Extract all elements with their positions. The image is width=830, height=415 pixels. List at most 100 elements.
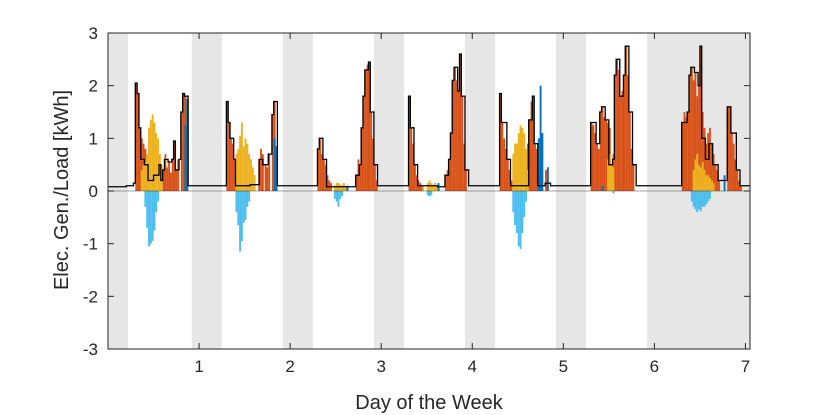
x-tick-label: 1 [194,357,203,376]
battery-discharge-bar [694,191,697,210]
load-grid--bar [699,46,702,191]
load-grid--bar [415,175,418,191]
load-grid--bar [685,117,688,191]
battery-discharge-bar [248,191,251,202]
load-grid--bar [617,69,620,191]
solar-generation-bar [705,175,708,191]
battery-discharge-bar [696,191,699,213]
battery-charge-bar [275,146,278,191]
solar-generation-bar [696,154,699,191]
x-tick-label: 4 [468,357,477,376]
load-grid--bar [703,127,706,191]
battery-charge-bar [546,167,549,191]
solar-generation-bar [701,162,704,191]
load-grid--bar [166,167,169,191]
load-grid--bar [508,169,511,191]
battery-discharge-bar [237,191,240,226]
load-grid--bar [373,164,376,191]
solar-generation-bar [253,175,256,191]
load-grid--bar [322,159,325,191]
load-grid--bar [605,119,608,191]
load-grid--bar [505,148,507,191]
load-grid--bar [231,143,234,191]
load-grid--bar [321,154,323,191]
y-axis-title: Elec. Gen./Load [kWh] [51,90,73,290]
x-tick-label: 5 [559,357,568,376]
load-grid--bar [681,122,684,191]
battery-charge-bar [541,133,544,191]
solar-generation-bar [339,184,342,191]
load-grid--bar [364,69,367,191]
load-grid--bar [459,54,462,191]
battery-discharge-bar [699,191,702,212]
battery-discharge-bar [428,191,431,197]
load-grid--bar [455,80,458,191]
load-grid--bar [623,75,626,191]
battery-charge-bar [723,175,726,191]
load-grid--bar [501,122,504,191]
load-grid--bar [461,96,464,191]
solar-generation-bar [160,164,163,191]
load-grid--bar [375,180,378,191]
battery-discharge-bar [144,191,147,207]
solar-generation-bar [707,175,710,191]
solar-generation-bar [153,122,156,191]
load-grid--bar [694,72,697,191]
load-grid--bar [368,61,371,191]
solar-generation-bar [426,183,429,191]
load-grid--bar [627,75,629,191]
x-tick-label: 3 [376,357,385,376]
load-grid--bar [710,143,713,191]
solar-generation-bar [148,127,150,191]
battery-discharge-bar [612,191,615,194]
solar-generation-bar [155,133,158,191]
solar-generation-bar [146,154,149,191]
load-grid--bar [687,112,690,191]
load-grid--bar [370,112,373,191]
solar-generation-bar [142,164,145,191]
battery-discharge-bar [515,191,518,234]
load-grid--bar [366,64,369,191]
solar-generation-bar [709,177,711,191]
load-grid--bar [162,169,165,191]
load-grid--bar [324,164,327,191]
solar-generation-bar [607,159,609,191]
load-grid--bar [614,75,617,191]
tick-labels: 1 2 3 4 5 6 7 -3 -2 -1 0 1 2 3 [83,24,750,376]
solar-generation-bar [515,143,518,191]
load-grid--bar [260,148,262,191]
battery-charge-bar [537,138,540,191]
solar-generation-bar [151,114,154,191]
load-grid--bar [727,106,730,191]
solar-generation-bar [344,185,347,191]
battery-discharge-bar [242,191,245,223]
load-grid--bar [454,67,456,191]
load-grid--bar [463,143,466,191]
solar-generation-bar [521,127,524,191]
load-grid--bar [452,80,455,191]
load-grid--bar [738,180,741,191]
load-grid--bar [536,148,538,191]
battery-discharge-bar [149,191,152,244]
battery-discharge-bar [153,191,156,231]
load-grid--bar [261,154,264,191]
load-grid--bar [592,125,595,191]
load-grid--bar [362,96,365,191]
solar-generation-bar [434,183,436,191]
solar-generation-bar [422,186,425,191]
load-grid--bar [729,106,731,191]
solar-generation-bar [246,143,249,191]
load-grid--bar [450,133,453,191]
solar-generation-bar [710,180,713,191]
solar-generation-bar [608,154,611,191]
x-tick-label: 2 [285,357,294,376]
load-grid--bar [446,169,449,191]
battery-charge-bar [186,98,189,191]
load-grid--bar [705,143,708,191]
solar-generation-bar [512,154,515,191]
load-grid--bar [736,169,739,191]
battery-discharge-bar [517,191,520,247]
solar-generation-bar [517,133,520,191]
load-grid--bar [266,167,269,191]
load-grid--bar [408,96,411,191]
